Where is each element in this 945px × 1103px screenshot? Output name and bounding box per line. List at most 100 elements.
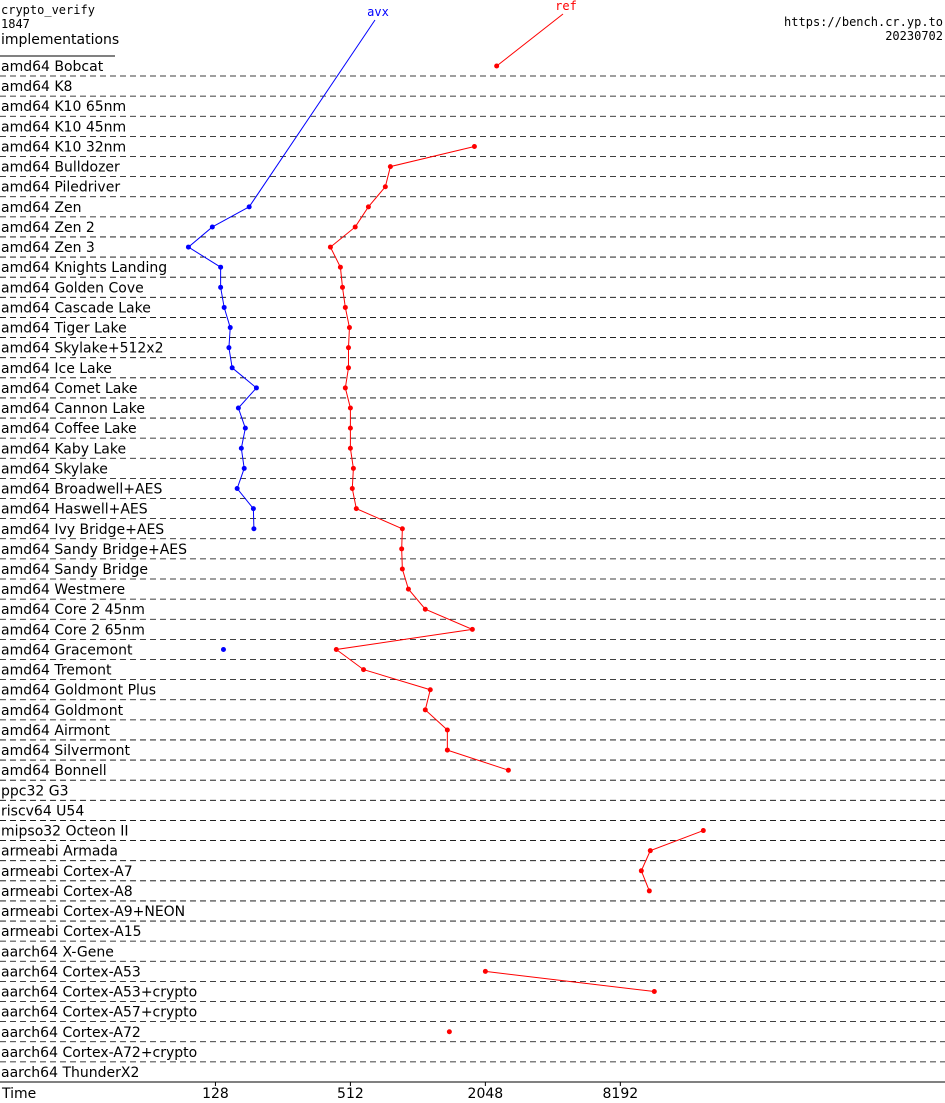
data-point	[422, 707, 428, 713]
data-point	[444, 747, 450, 753]
row-label: armeabi Cortex-A9+NEON	[1, 904, 185, 920]
row-label: amd64 Zen	[1, 200, 81, 216]
date: 20230702	[885, 29, 943, 43]
data-point	[347, 425, 353, 431]
data-point	[345, 345, 351, 351]
data-point	[333, 646, 339, 652]
data-point	[218, 264, 224, 270]
data-point	[647, 848, 653, 854]
series-label-leader	[248, 19, 376, 208]
row-label: armeabi Cortex-A15	[1, 924, 142, 940]
row-label: amd64 Core 2 45nm	[1, 602, 145, 618]
data-point	[349, 486, 355, 492]
data-point	[444, 727, 450, 733]
row-label: amd64 Ice Lake	[1, 361, 112, 377]
data-point	[185, 244, 191, 250]
data-point	[209, 224, 215, 230]
data-point	[221, 304, 227, 310]
data-point	[350, 465, 356, 471]
row-label: aarch64 ThunderX2	[1, 1065, 139, 1081]
data-point	[242, 425, 248, 431]
x-tick-label: 128	[202, 1086, 229, 1102]
subtitle: 1847	[1, 17, 30, 31]
row-label: amd64 Gracemont	[1, 642, 133, 658]
data-point	[234, 486, 240, 492]
data-point	[638, 868, 644, 874]
data-point	[471, 143, 477, 149]
data-point	[387, 164, 393, 170]
x-tick-label: 8192	[603, 1086, 639, 1102]
row-label: riscv64 U54	[1, 803, 84, 819]
data-point	[235, 405, 241, 411]
data-point	[238, 445, 244, 451]
data-point	[361, 667, 367, 673]
data-point	[482, 968, 488, 974]
data-point	[251, 526, 257, 532]
row-label: amd64 Silvermont	[1, 743, 131, 759]
data-point	[220, 646, 226, 652]
row-label: mipso32 Octeon II	[1, 824, 129, 840]
chart-title: crypto_verify	[1, 3, 95, 17]
row-label: amd64 Cannon Lake	[1, 401, 145, 417]
row-label: amd64 Broadwell+AES	[1, 482, 162, 498]
x-tick-label: 512	[337, 1086, 364, 1102]
row-label: amd64 K10 65nm	[1, 99, 126, 115]
data-point	[353, 506, 359, 512]
data-point	[241, 465, 247, 471]
row-label: amd64 Tremont	[1, 663, 112, 679]
data-point	[700, 828, 706, 834]
row-label: amd64 K10 45nm	[1, 119, 126, 135]
x-tick-label: 2048	[468, 1086, 504, 1102]
series-label: avx	[367, 5, 389, 19]
data-point	[342, 385, 348, 391]
row-label: amd64 Zen 2	[1, 220, 95, 236]
row-label: amd64 Bonnell	[1, 763, 107, 779]
data-point	[646, 888, 652, 894]
data-point	[382, 184, 388, 190]
row-label: armeabi Cortex-A7	[1, 864, 133, 880]
row-label: ppc32 G3	[1, 783, 69, 799]
row-label: amd64 Knights Landing	[1, 260, 167, 276]
row-label: amd64 Bulldozer	[1, 160, 120, 176]
data-point	[218, 284, 224, 290]
row-label: amd64 Skylake	[1, 461, 108, 477]
data-point	[469, 626, 475, 632]
row-label: aarch64 Cortex-A72	[1, 1025, 141, 1041]
row-label: aarch64 X-Gene	[1, 944, 114, 960]
series-label: ref	[555, 0, 577, 13]
data-point	[227, 325, 233, 331]
row-label: amd64 Piledriver	[1, 180, 120, 196]
data-point	[399, 546, 405, 552]
data-point	[339, 284, 345, 290]
series-line	[329, 145, 509, 771]
row-label: amd64 Goldmont Plus	[1, 683, 156, 699]
row-label: aarch64 Cortex-A57+crypto	[1, 1005, 197, 1021]
row-label: amd64 Kaby Lake	[1, 441, 126, 457]
row-label: armeabi Armada	[1, 844, 118, 860]
data-point	[229, 365, 235, 371]
row-label: aarch64 Cortex-A72+crypto	[1, 1045, 197, 1061]
data-point	[352, 224, 358, 230]
x-label: Time	[1, 1086, 36, 1102]
row-label: amd64 Cascade Lake	[1, 300, 151, 316]
data-point	[342, 304, 348, 310]
data-point	[405, 586, 411, 592]
row-label: amd64 Coffee Lake	[1, 421, 137, 437]
row-label: armeabi Cortex-A8	[1, 884, 133, 900]
data-point	[253, 385, 259, 391]
source: https://bench.cr.yp.to	[784, 15, 943, 29]
row-label: amd64 Sandy Bridge	[1, 562, 148, 578]
data-point	[446, 1029, 452, 1035]
series-line	[485, 970, 655, 993]
data-point	[327, 244, 333, 250]
row-label: amd64 Tiger Lake	[1, 321, 127, 337]
row-label: amd64 Ivy Bridge+AES	[1, 522, 164, 538]
row-label: aarch64 Cortex-A53+crypto	[1, 985, 197, 1001]
row-label: amd64 Haswell+AES	[1, 502, 148, 518]
data-point	[347, 405, 353, 411]
row-label: amd64 Goldmont	[1, 703, 124, 719]
data-point	[346, 325, 352, 331]
data-point	[250, 506, 256, 512]
series-line	[640, 830, 704, 892]
